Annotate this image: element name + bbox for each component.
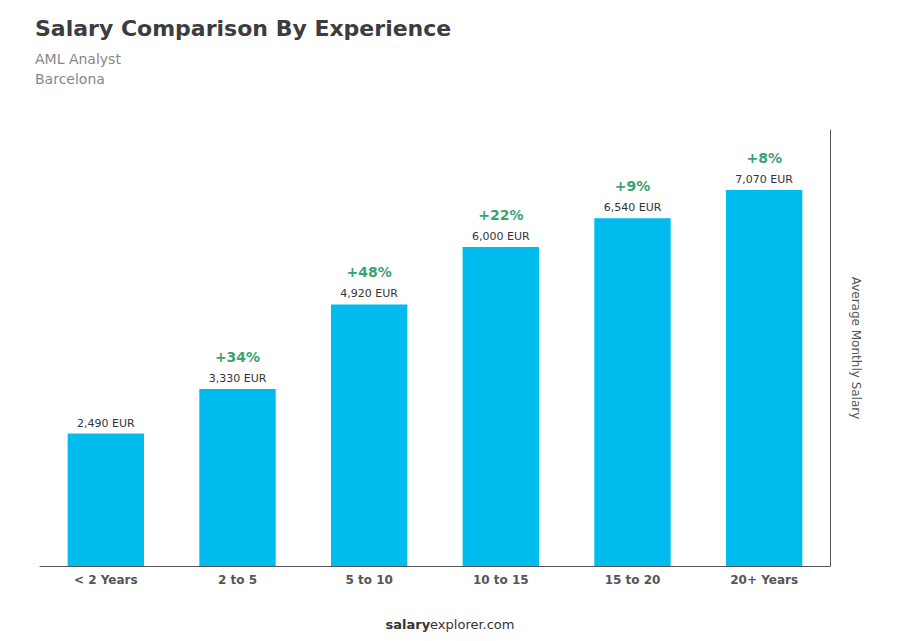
svg-text:+8%: +8%	[746, 150, 782, 166]
svg-text:Barcelona: Barcelona	[35, 71, 105, 87]
svg-text:+22%: +22%	[478, 207, 523, 223]
svg-text:AML Analyst: AML Analyst	[35, 51, 121, 67]
svg-text:+34%: +34%	[215, 349, 260, 365]
svg-text:15 to 20: 15 to 20	[605, 573, 661, 587]
svg-text:2,490 EUR: 2,490 EUR	[77, 417, 135, 430]
svg-text:Salary Comparison By Experienc: Salary Comparison By Experience	[35, 16, 451, 41]
svg-text:2 to 5: 2 to 5	[218, 573, 257, 587]
svg-text:5 to 10: 5 to 10	[345, 573, 392, 587]
svg-text:salary: salary	[385, 617, 430, 632]
svg-text:explorer.com: explorer.com	[430, 617, 514, 632]
svg-text:6,000 EUR: 6,000 EUR	[472, 230, 530, 243]
svg-text:6,540 EUR: 6,540 EUR	[604, 201, 662, 214]
svg-text:3,330 EUR: 3,330 EUR	[209, 372, 267, 385]
svg-text:7,070 EUR: 7,070 EUR	[735, 173, 793, 186]
svg-text:20+ Years: 20+ Years	[730, 573, 798, 587]
svg-text:10 to 15: 10 to 15	[473, 573, 529, 587]
svg-text:+48%: +48%	[347, 264, 392, 280]
svg-text:4,920 EUR: 4,920 EUR	[340, 287, 398, 300]
svg-text:+9%: +9%	[615, 178, 651, 194]
svg-text:< 2 Years: < 2 Years	[74, 573, 138, 587]
svg-text:Average Monthly Salary: Average Monthly Salary	[849, 277, 863, 420]
